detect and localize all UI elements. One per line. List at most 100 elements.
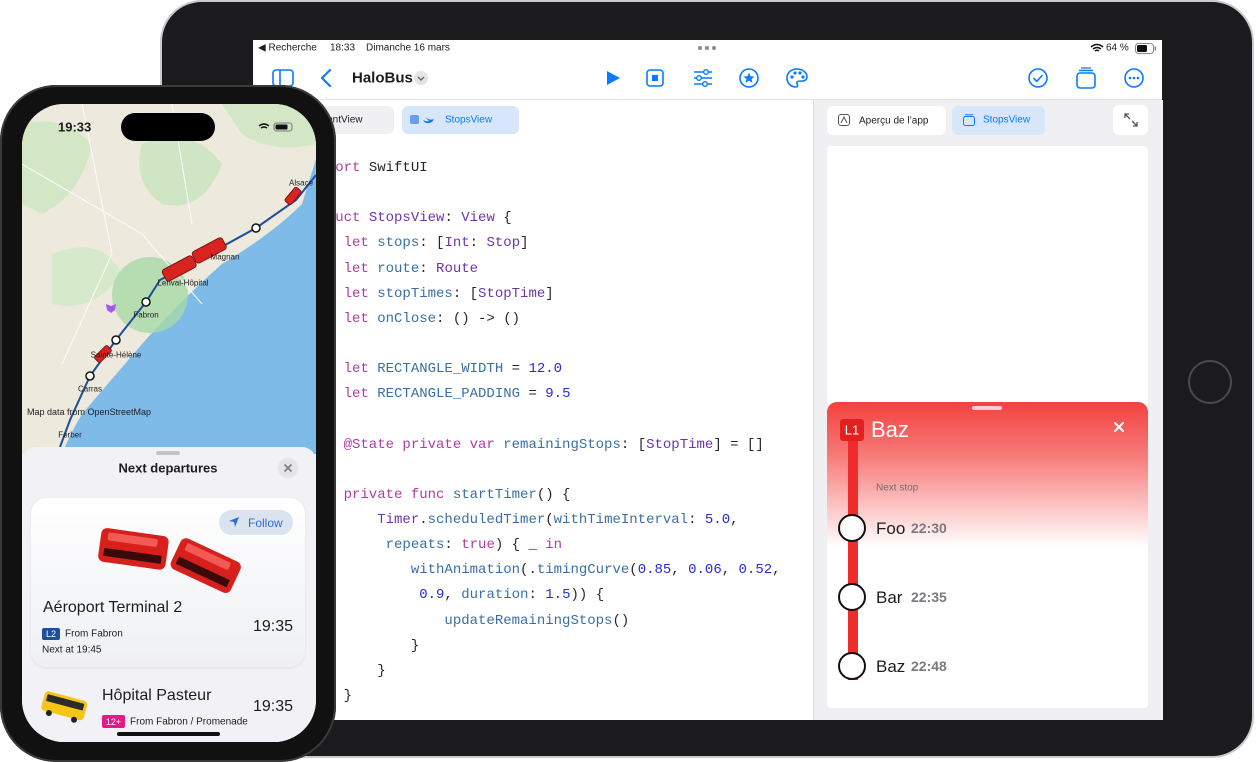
code-token: ( <box>629 562 638 579</box>
code-token: 5.0 <box>704 511 731 528</box>
map-label: Sainte-Hélène <box>90 350 142 360</box>
code-token: StopsView <box>360 210 445 227</box>
preview-button-label[interactable]: StopsView <box>983 114 1031 126</box>
code-line: repeats: true) { _ in <box>310 533 781 558</box>
map-label: Lenval-Hôpital <box>157 278 209 288</box>
code-token: let <box>310 361 369 378</box>
code-token: : [ <box>620 436 647 453</box>
home-indicator <box>117 732 220 736</box>
code-token: Stop <box>486 235 521 252</box>
origin: From Fabron <box>65 628 123 640</box>
stop-name: Baz <box>876 657 906 676</box>
code-token: { <box>494 210 512 227</box>
card-title: Baz <box>871 417 909 442</box>
wifi-icon <box>1090 43 1104 52</box>
code-token: ] = [] <box>713 436 764 453</box>
code-line: } <box>310 684 781 709</box>
line-badge <box>42 628 60 640</box>
code-token: : [ <box>419 235 445 252</box>
route-bar <box>848 440 858 680</box>
expand-icon <box>1124 113 1138 127</box>
dynamic-island <box>121 113 215 141</box>
stop-circle <box>838 514 866 542</box>
map-label: Magnan <box>210 252 240 262</box>
sheet-close[interactable] <box>278 458 298 478</box>
code-token: : () -> () <box>436 310 521 327</box>
status-time: 19:33 <box>58 119 92 135</box>
sheet-grabber[interactable] <box>156 451 180 455</box>
code-line: Timer.scheduledTimer(withTimeInterval: 5… <box>310 508 781 533</box>
check-button[interactable] <box>1028 68 1048 88</box>
code-token: ( <box>545 511 554 528</box>
code-token: 0.52 <box>738 562 773 579</box>
code-token: () <box>612 612 630 629</box>
departure-time: 19:35 <box>252 618 293 635</box>
stop-button[interactable] <box>646 69 664 87</box>
tab-active[interactable] <box>402 106 519 134</box>
code-line: private func startTimer() { <box>310 483 781 508</box>
stop-time: 22:30 <box>911 520 947 536</box>
palette-button[interactable] <box>786 68 808 88</box>
stops-card <box>827 402 1148 708</box>
code-token: ] <box>545 285 554 302</box>
code-token: Timer <box>310 511 420 528</box>
favorite-button[interactable] <box>739 68 759 88</box>
code-token: updateRemainingStops <box>310 612 613 629</box>
code-token: : <box>419 260 437 277</box>
follow-label[interactable]: Follow <box>248 516 283 530</box>
code-token: let <box>310 285 369 302</box>
status-time: 18:33 <box>330 42 356 54</box>
stop-circle <box>838 583 866 611</box>
next-stop-label: Next stop <box>876 482 919 494</box>
code-line <box>310 407 781 432</box>
map-label: Ferber <box>58 430 82 440</box>
follow-button[interactable] <box>219 510 293 535</box>
code-token: , <box>444 587 462 604</box>
home-button[interactable] <box>1188 360 1232 404</box>
preview-button-label[interactable]: Aperçu de l’app <box>859 115 929 127</box>
next-departure: Next at 19:45 <box>42 644 102 656</box>
preview-button[interactable] <box>827 106 946 135</box>
code-token: 1.5 <box>545 587 571 604</box>
code-line <box>310 332 781 357</box>
code-token: stopTimes <box>368 285 453 302</box>
code-line: let RECTANGLE_PADDING = 9.5 <box>310 382 781 407</box>
code-line <box>310 181 781 206</box>
code-token: ] <box>520 235 529 252</box>
code-token: startTimer <box>444 486 537 503</box>
code-token: () { <box>536 486 571 503</box>
origin: From Fabron / Promenade <box>130 716 248 728</box>
code-token: , <box>671 562 689 579</box>
status-back[interactable]: ◀ Recherche <box>258 42 317 54</box>
close-button[interactable] <box>1113 421 1125 433</box>
code-line: let route: Route <box>310 257 781 282</box>
library-button[interactable] <box>1075 67 1097 89</box>
multitask-dots[interactable] <box>696 45 720 51</box>
map-label: Fabron <box>133 310 159 320</box>
preview-button-active[interactable] <box>952 106 1045 135</box>
code-token: Int <box>444 235 470 252</box>
project-name[interactable]: HaloBus <box>352 69 413 87</box>
app-preview-icon <box>838 114 850 126</box>
code-token: timingCurve <box>536 562 630 579</box>
project-menu[interactable] <box>414 71 428 85</box>
tab-label[interactable]: ContentView <box>306 114 363 126</box>
code-token: repeats <box>310 537 445 554</box>
code-token: = <box>503 361 529 378</box>
expand-button[interactable] <box>1113 105 1148 135</box>
map[interactable] <box>22 104 316 454</box>
back-button[interactable] <box>320 69 332 87</box>
bus-image <box>41 691 88 723</box>
stop-circle <box>838 652 866 680</box>
settings-button[interactable] <box>693 69 713 87</box>
stop-time: 22:35 <box>911 589 947 605</box>
iphone-screen: 19:33 Alsace Magnan Lenval-Hôpital Fabro… <box>22 104 316 742</box>
run-button[interactable] <box>605 70 621 86</box>
tab-label[interactable]: StopsView <box>445 114 493 126</box>
toolbar-divider <box>253 99 1162 100</box>
more-button[interactable] <box>1124 68 1144 88</box>
code-token: : <box>444 210 462 227</box>
grabber[interactable] <box>972 406 1002 410</box>
map-attribution[interactable]: Map data from OpenStreetMap <box>27 407 152 417</box>
code-editor[interactable]: import SwiftUI struct StopsView: View { l… <box>310 156 781 709</box>
